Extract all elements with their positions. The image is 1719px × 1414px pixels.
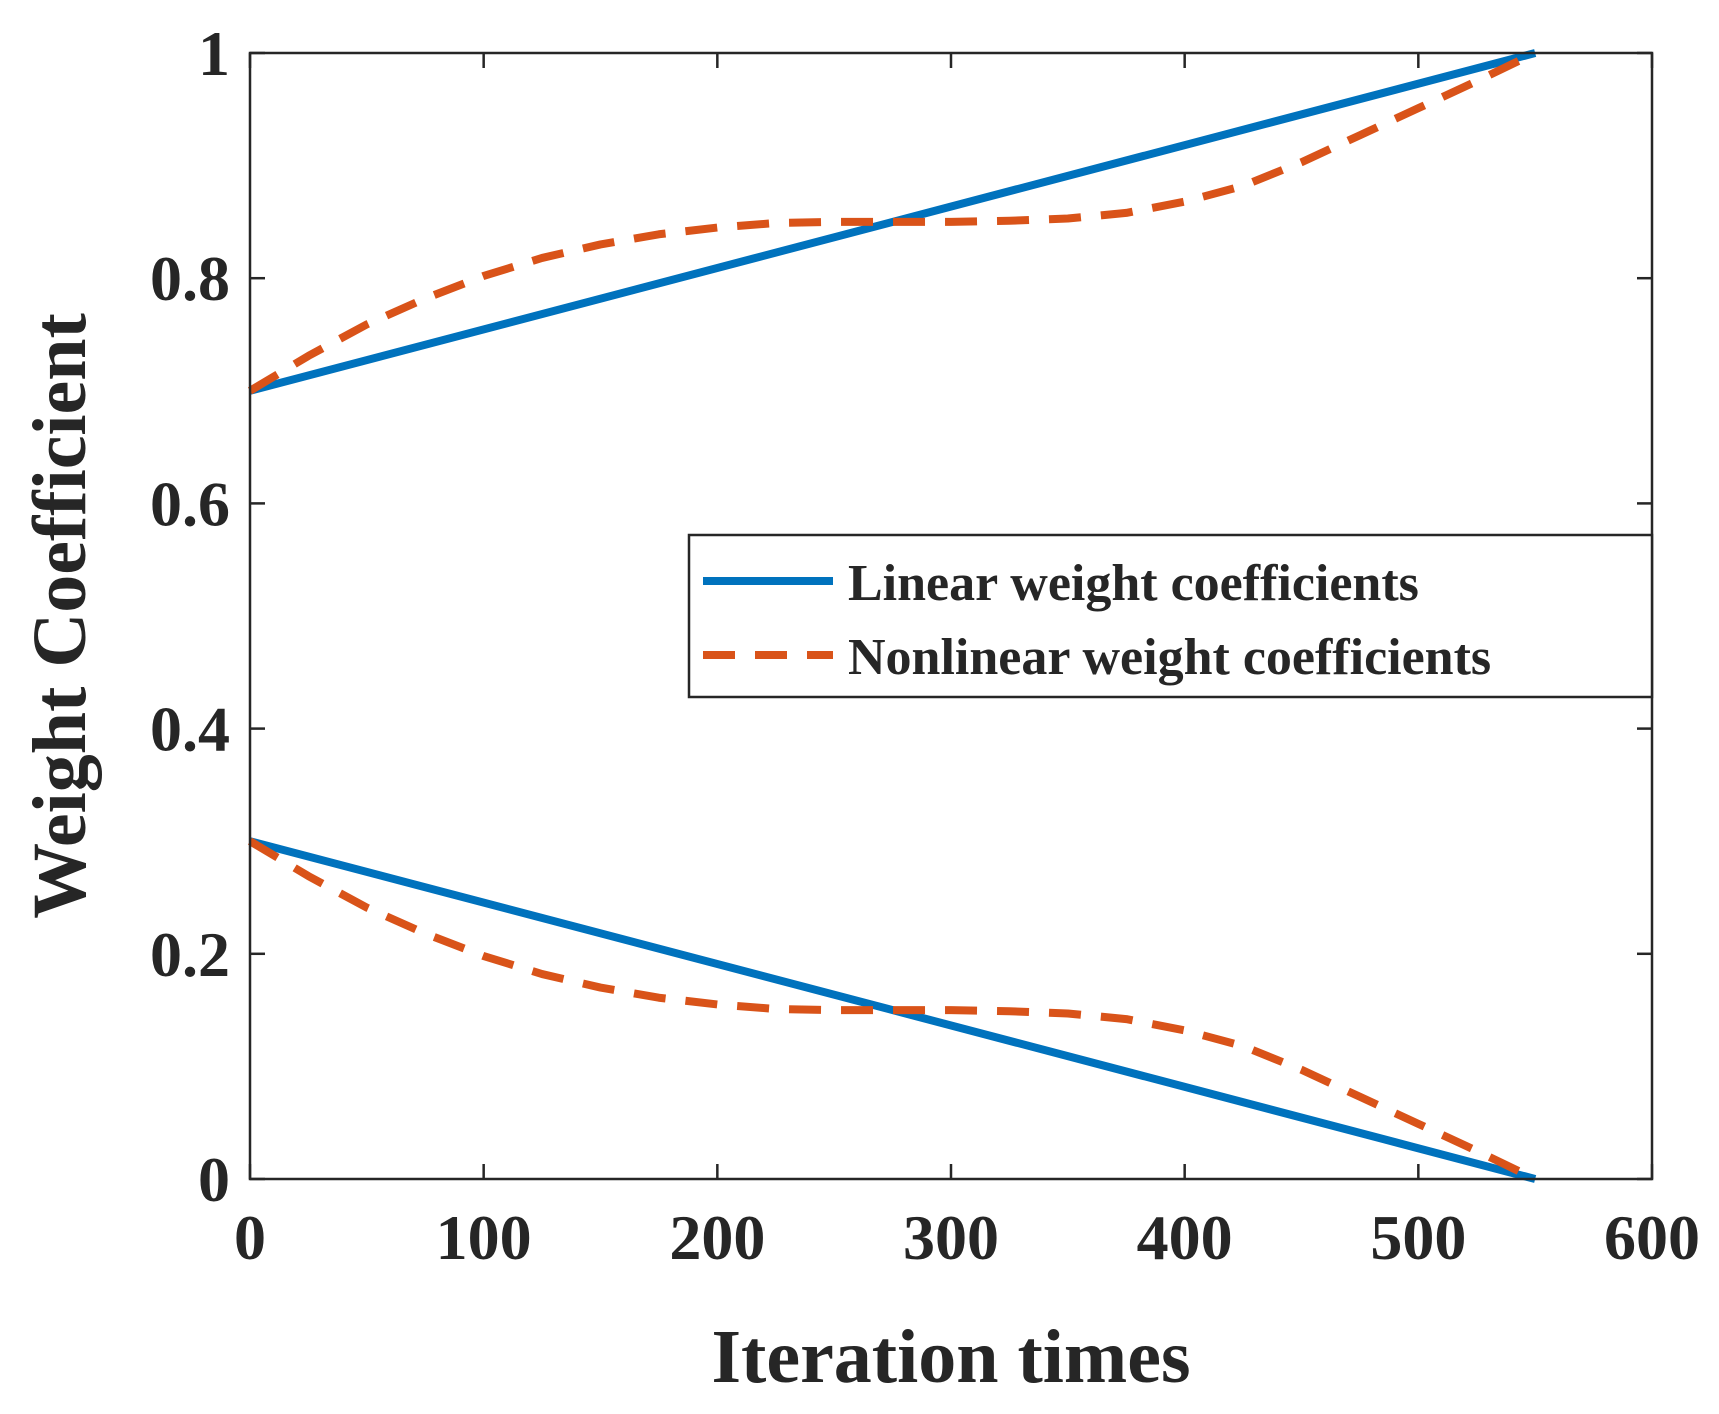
linear-series-line	[248, 49, 1537, 395]
x-tick-label: 300	[903, 1202, 999, 1273]
x-tick-label: 600	[1604, 1202, 1700, 1273]
legend-box	[687, 533, 1654, 699]
y-tick-label: 0	[198, 1144, 230, 1215]
series-layer	[247, 49, 1537, 1183]
x-tick-label: 200	[669, 1202, 765, 1273]
legend: Linear weight coefficients Nonlinear wei…	[687, 533, 1654, 699]
y-tick-label: 0.2	[150, 919, 230, 990]
x-tick-label: 500	[1370, 1202, 1466, 1273]
legend-label-linear: Linear weight coefficients	[848, 555, 1419, 612]
y-axis-title: Weight Coefficient	[18, 313, 102, 919]
x-tick-label: 400	[1137, 1202, 1233, 1273]
y-tick-labels: 0 0.2 0.4 0.6 0.8 1	[150, 18, 230, 1215]
y-tick-label: 0.6	[150, 468, 230, 539]
linear-series-line	[248, 837, 1537, 1183]
y-tick-label: 0.8	[150, 243, 230, 314]
x-axis-title: Iteration times	[711, 1315, 1190, 1399]
x-tick-label: 100	[436, 1202, 532, 1273]
x-tick-label: 0	[234, 1202, 266, 1273]
y-tick-label: 1	[198, 18, 230, 89]
ticks-layer	[248, 51, 1654, 1181]
legend-label-nonlinear: Nonlinear weight coefficients	[848, 629, 1491, 686]
nonlinear-series-line	[247, 49, 1537, 395]
y-tick-label: 0.4	[150, 694, 230, 765]
nonlinear-series-line	[247, 837, 1537, 1183]
x-tick-labels: 0 100 200 300 400 500 600	[234, 1202, 1700, 1273]
